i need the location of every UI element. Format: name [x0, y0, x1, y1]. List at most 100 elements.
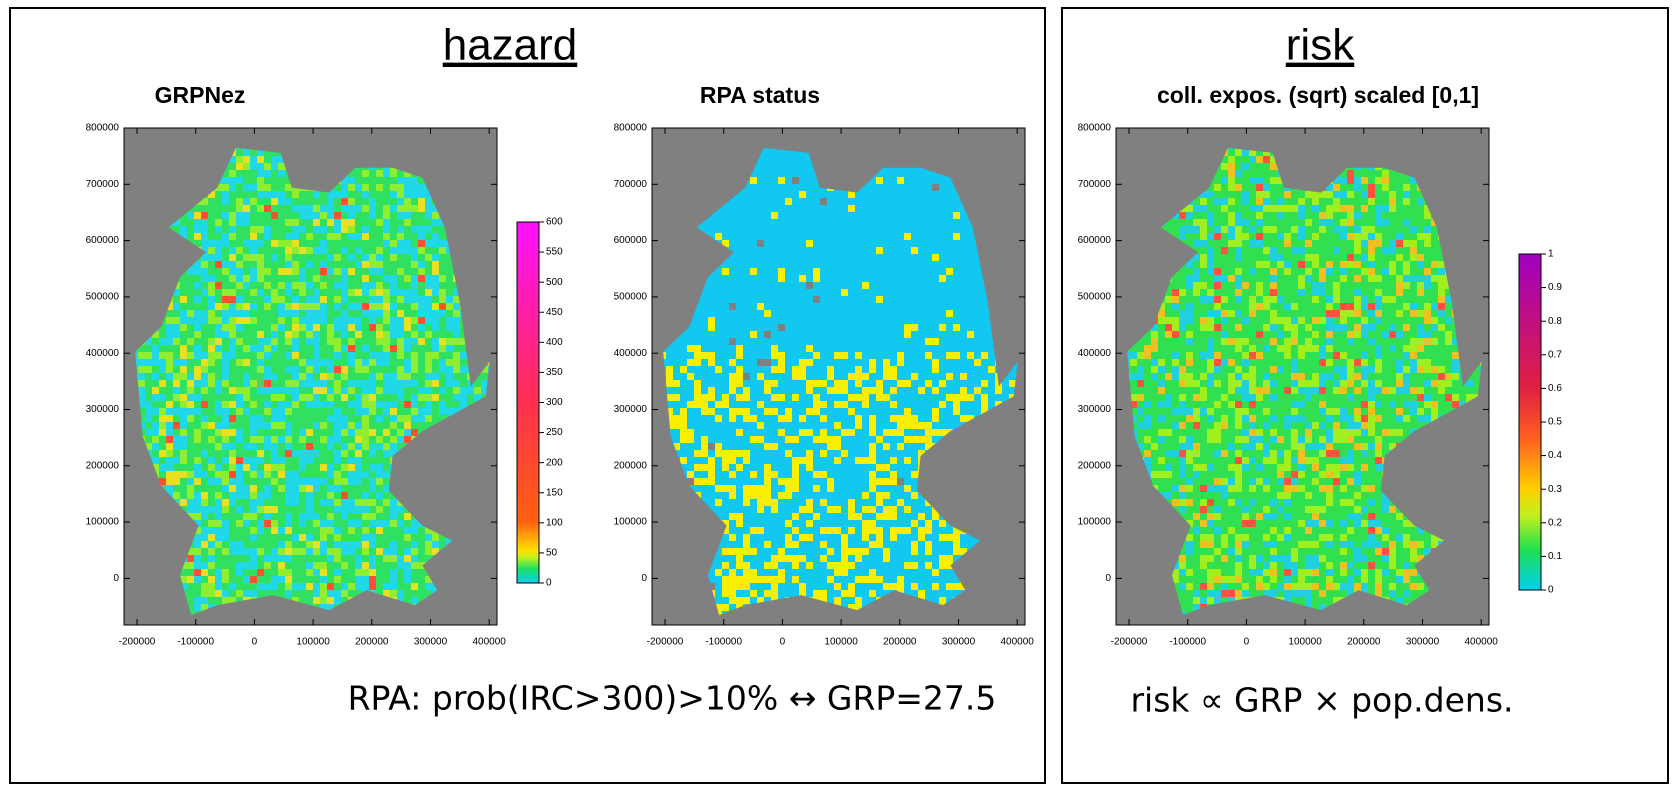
- map-cell: [236, 394, 243, 401]
- map-cell: [194, 513, 201, 520]
- map-cell: [348, 436, 355, 443]
- colorbar-label: 100: [546, 517, 563, 528]
- map-cell: [390, 366, 397, 373]
- map-cell: [194, 352, 201, 359]
- map-cell: [201, 492, 208, 499]
- map-cell: [841, 254, 848, 261]
- map-cell: [222, 471, 229, 478]
- map-cell: [327, 541, 334, 548]
- map-cell: [411, 576, 418, 583]
- map-cell: [404, 513, 411, 520]
- map-cell: [180, 373, 187, 380]
- map-cell: [271, 261, 278, 268]
- map-cell: [222, 324, 229, 331]
- map-cell: [446, 268, 453, 275]
- map-cell: [215, 275, 222, 282]
- map-cell: [292, 471, 299, 478]
- map-cell: [299, 268, 306, 275]
- map-cell: [771, 261, 778, 268]
- map-cell: [904, 254, 911, 261]
- colorbar-label: 500: [546, 277, 563, 288]
- map-cell: [425, 415, 432, 422]
- map-cell: [313, 415, 320, 422]
- map-cell: [299, 429, 306, 436]
- map-cell: [327, 212, 334, 219]
- map-cell: [355, 247, 362, 254]
- map-cell: [425, 380, 432, 387]
- map-cell: [355, 226, 362, 233]
- map-cell: [229, 191, 236, 198]
- map-cell: [208, 254, 215, 261]
- x-tick-label: 0: [252, 637, 258, 648]
- map-cell: [257, 450, 264, 457]
- map-cell: [187, 310, 194, 317]
- map-cell: [180, 359, 187, 366]
- map-cell: [187, 324, 194, 331]
- map-cell: [778, 261, 785, 268]
- map-cell: [883, 170, 890, 177]
- map-cell: [327, 324, 334, 331]
- map-cell: [222, 506, 229, 513]
- map-cell: [285, 184, 292, 191]
- map-cell: [236, 520, 243, 527]
- map-cell: [278, 492, 285, 499]
- map-cell: [376, 583, 383, 590]
- map-cell: [348, 331, 355, 338]
- map-cell: [376, 443, 383, 450]
- map-cell: [215, 562, 222, 569]
- map-cell: [215, 268, 222, 275]
- map-cell: [313, 268, 320, 275]
- map-cell: [264, 303, 271, 310]
- map-cell: [257, 226, 264, 233]
- map-cell: [341, 198, 348, 205]
- map-cell: [243, 569, 250, 576]
- map-cell: [827, 205, 834, 212]
- map-cell: [362, 233, 369, 240]
- map-cell: [250, 387, 257, 394]
- map-cell: [243, 422, 250, 429]
- map-cell: [271, 443, 278, 450]
- map-cell: [173, 471, 180, 478]
- map-cell: [467, 387, 474, 394]
- map-cell: [792, 191, 799, 198]
- map-cell: [757, 212, 764, 219]
- map-cell: [299, 303, 306, 310]
- map-cell: [229, 464, 236, 471]
- x-tick-label: 200000: [355, 637, 389, 648]
- map-cell: [264, 387, 271, 394]
- colorbar-label: 400: [546, 337, 563, 348]
- map-cell: [841, 247, 848, 254]
- colorbar-label: 450: [546, 307, 563, 318]
- map-cell: [285, 289, 292, 296]
- map-cell: [869, 205, 876, 212]
- map-cell: [348, 373, 355, 380]
- map-cell: [425, 331, 432, 338]
- map-cell: [243, 170, 250, 177]
- map-cell: [376, 366, 383, 373]
- map-cell: [257, 261, 264, 268]
- map-cell: [313, 352, 320, 359]
- map-cell: [369, 240, 376, 247]
- map-cell: [369, 541, 376, 548]
- map-cell: [180, 352, 187, 359]
- map-cell: [222, 331, 229, 338]
- map-cell: [390, 520, 397, 527]
- map-cell: [348, 527, 355, 534]
- map-cell: [215, 226, 222, 233]
- map-cell: [376, 394, 383, 401]
- map-cell: [264, 296, 271, 303]
- map-cell: [743, 212, 750, 219]
- map-cell: [390, 513, 397, 520]
- map-cell: [306, 261, 313, 268]
- map-cell: [869, 191, 876, 198]
- map-cell: [341, 240, 348, 247]
- map-cell: [932, 247, 939, 254]
- map-cell: [334, 408, 341, 415]
- map-cell: [736, 240, 743, 247]
- map-cell: [292, 254, 299, 261]
- map-cell: [299, 541, 306, 548]
- map-cell: [348, 513, 355, 520]
- map-cell: [229, 555, 236, 562]
- map-cell: [250, 268, 257, 275]
- map-cell: [201, 485, 208, 492]
